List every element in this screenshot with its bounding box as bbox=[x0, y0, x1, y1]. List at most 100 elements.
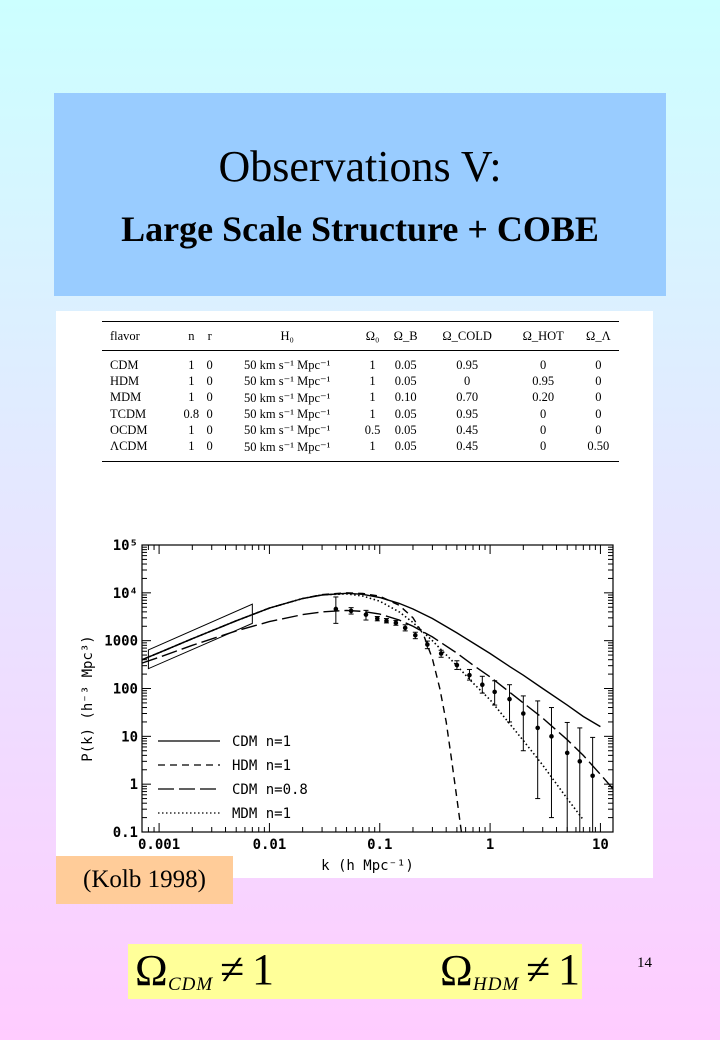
citation-label: (Kolb 1998) bbox=[56, 856, 233, 904]
table-cell: 50 km s⁻¹ Mpc⁻¹ bbox=[244, 374, 331, 389]
table-cell: 1 bbox=[369, 357, 376, 372]
table-cell: 0.10 bbox=[394, 390, 417, 405]
y-tick-label: 0.1 bbox=[113, 825, 138, 841]
table-cell: 0.05 bbox=[394, 373, 417, 388]
table-cell: 0 bbox=[540, 406, 547, 421]
table-cell: 0 bbox=[206, 357, 213, 372]
table-cell: 50 km s⁻¹ Mpc⁻¹ bbox=[244, 439, 331, 454]
cobe-normalization-box bbox=[147, 603, 253, 670]
data-point bbox=[521, 711, 526, 716]
table-cell: MDM bbox=[110, 390, 142, 405]
x-tick-label: 0.01 bbox=[253, 837, 287, 853]
table-cell: 0.50 bbox=[587, 439, 610, 454]
table-header-8: Ω_Λ bbox=[586, 328, 611, 343]
table-cell: 0 bbox=[595, 406, 602, 421]
value-one-cdm: 1 bbox=[252, 945, 274, 994]
omega-subscript-hdm: HDM bbox=[473, 974, 520, 995]
table-header-4: Ω₀ bbox=[365, 328, 380, 343]
figure-panel: flavor n r H₀ Ω₀ Ω_B Ω_COLD Ω_HOT Ω_Λ CDM 1 0 50 km… bbox=[56, 311, 653, 878]
series-line-cdm-n-0-8 bbox=[142, 609, 613, 790]
table-cell: 1 bbox=[369, 439, 376, 454]
table-cell: 0 bbox=[206, 422, 213, 437]
table-cell: 0 bbox=[206, 390, 213, 405]
x-tick-label: 0.1 bbox=[367, 837, 392, 853]
table-header-0: flavor bbox=[110, 328, 140, 343]
data-point bbox=[507, 696, 512, 702]
table-row: TCDM 0.8 0 50 km s⁻¹ Mpc⁻¹ 1 0.05 0.95 0 0 bbox=[102, 406, 619, 422]
data-point bbox=[467, 672, 472, 678]
data-point bbox=[384, 618, 389, 624]
table-cell: 0 bbox=[595, 422, 602, 437]
data-point bbox=[375, 616, 380, 621]
table-cell: 1 bbox=[188, 439, 195, 454]
table-cell: 0.05 bbox=[394, 439, 417, 454]
table-cell: 50 km s⁻¹ Mpc⁻¹ bbox=[244, 423, 331, 438]
table-header-row: flavor n r H₀ Ω₀ Ω_B Ω_COLD Ω_HOT Ω_Λ bbox=[102, 321, 619, 351]
model-flavor-table: flavor n r H₀ Ω₀ Ω_B Ω_COLD Ω_HOT Ω_Λ CDM 1 0 50 km… bbox=[102, 321, 619, 462]
y-tick-label: 10 bbox=[121, 729, 138, 745]
omega-formula-box: Ω CDM ≠ 1 Ω HDM ≠ 1 bbox=[128, 944, 582, 999]
table-cell: 0 bbox=[595, 357, 602, 372]
table-cell: 0 bbox=[595, 373, 602, 388]
table-cell: 50 km s⁻¹ Mpc⁻¹ bbox=[244, 390, 331, 405]
table-cell: 0.45 bbox=[456, 439, 479, 454]
table-header-3: H₀ bbox=[280, 328, 294, 343]
y-tick-label: 1 bbox=[130, 777, 138, 793]
omega-symbol-cdm: Ω bbox=[135, 946, 168, 995]
table-row: CDM 1 0 50 km s⁻¹ Mpc⁻¹ 1 0.05 0.95 0 0 bbox=[102, 351, 619, 374]
table-cell: 0 bbox=[540, 422, 547, 437]
table-header-5: Ω_B bbox=[393, 328, 418, 343]
table-cell: ΛCDM bbox=[110, 439, 148, 454]
table-cell: 1 bbox=[188, 373, 195, 388]
data-point bbox=[564, 750, 570, 756]
data-point bbox=[363, 612, 369, 617]
data-point bbox=[438, 651, 444, 656]
table-cell: 0.05 bbox=[394, 357, 417, 372]
table-cell: 0 bbox=[206, 406, 213, 421]
y-tick-label: 1000 bbox=[104, 634, 138, 650]
table-cell: 0.5 bbox=[364, 422, 381, 437]
table-header-1: n bbox=[188, 328, 195, 343]
table-row: MDM 1 0 50 km s⁻¹ Mpc⁻¹ 1 0.10 0.70 0.20 0 bbox=[102, 390, 619, 406]
table-cell: 0 bbox=[206, 373, 213, 388]
table-cell: 0.95 bbox=[456, 406, 479, 421]
table-cell: 1 bbox=[369, 373, 376, 388]
table-cell: 1 bbox=[188, 422, 195, 437]
table-cell: 1 bbox=[188, 357, 195, 372]
data-point bbox=[454, 662, 460, 668]
title-box: Observations V: Large Scale Structure + … bbox=[54, 93, 666, 296]
data-point bbox=[393, 620, 399, 626]
legend-label: CDM n=1 bbox=[232, 734, 291, 750]
table-cell: 1 bbox=[188, 390, 195, 405]
omega-symbol-hdm: Ω bbox=[440, 946, 473, 995]
data-point bbox=[402, 625, 408, 631]
power-spectrum-chart: 0.001 0.01 0.1 1 10 0.1 1 10 100 1000 10⁴ 10⁵ k (h M… bbox=[80, 538, 614, 874]
legend-label: MDM n=1 bbox=[232, 806, 291, 822]
table-cell: 50 km s⁻¹ Mpc⁻¹ bbox=[244, 407, 331, 422]
table-cell: CDM bbox=[110, 357, 139, 372]
table-cell: 0 bbox=[540, 439, 547, 454]
legend-label: HDM n=1 bbox=[232, 758, 291, 774]
table-cell: HDM bbox=[110, 373, 140, 388]
not-equal-symbol-hdm: ≠ bbox=[526, 945, 551, 994]
y-tick-label: 10⁴ bbox=[113, 586, 138, 602]
table-cell: 50 km s⁻¹ Mpc⁻¹ bbox=[244, 358, 331, 373]
table-row: HDM 1 0 50 km s⁻¹ Mpc⁻¹ 1 0.05 0 0.95 0 bbox=[102, 373, 619, 389]
omega-subscript-cdm: CDM bbox=[168, 974, 214, 995]
table-cell: 0.95 bbox=[456, 357, 479, 372]
table-cell: TCDM bbox=[110, 406, 147, 421]
data-point bbox=[480, 682, 485, 688]
x-tick-label: 10 bbox=[592, 837, 609, 853]
table-cell: 0 bbox=[540, 357, 547, 372]
table-cell: 0.20 bbox=[532, 390, 555, 405]
table-row: OCDM 1 0 50 km s⁻¹ Mpc⁻¹ 0.5 0.05 0.45 0 0 bbox=[102, 422, 619, 438]
series-line-mdm-n-1 bbox=[142, 593, 584, 821]
table-cell: 0.05 bbox=[394, 422, 417, 437]
data-point bbox=[535, 725, 540, 731]
table-cell: OCDM bbox=[110, 422, 148, 437]
table-cell: 1 bbox=[369, 406, 376, 421]
series-group bbox=[142, 592, 613, 832]
table-cell: 0.70 bbox=[456, 390, 479, 405]
table-row: ΛCDM 1 0 50 km s⁻¹ Mpc⁻¹ 1 0.05 0.45 0 0.50 bbox=[102, 438, 619, 461]
page-number: 14 bbox=[637, 955, 652, 971]
